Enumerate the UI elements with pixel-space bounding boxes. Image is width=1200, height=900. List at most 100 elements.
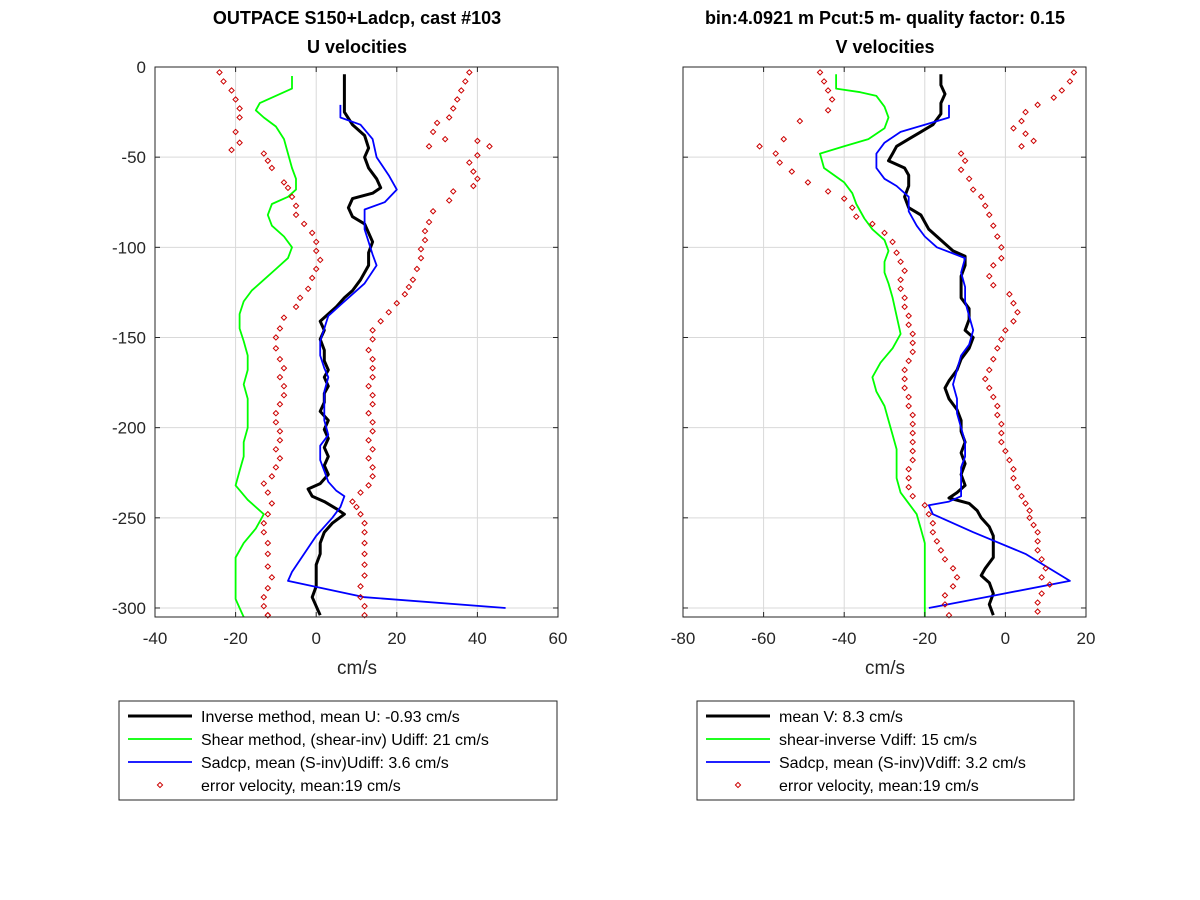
u-error-marker <box>361 539 368 547</box>
v-error-marker <box>1010 125 1017 132</box>
u-error-marker <box>357 510 364 518</box>
v-error-marker <box>994 233 1001 240</box>
u-x-tick-label: 60 <box>549 629 568 648</box>
u-x-tick-label: 0 <box>311 629 320 648</box>
u-error-marker <box>264 584 272 592</box>
u-error-marker <box>312 247 320 255</box>
v-error-marker <box>804 179 812 186</box>
v-legend-entry-1: shear-inverse Vdiff: 15 cm/s <box>779 732 977 749</box>
v-error-marker <box>905 321 912 329</box>
u-error-marker <box>264 489 272 496</box>
v-error-marker <box>820 78 828 85</box>
u-error-marker <box>369 355 376 363</box>
u-error-marker <box>276 355 284 363</box>
v-error-marker <box>909 438 917 446</box>
u-error-marker <box>272 345 280 352</box>
u-error-marker <box>361 519 368 527</box>
v-error-marker <box>957 150 965 157</box>
u-error-marker <box>276 427 284 435</box>
u-series-shear-line <box>234 76 297 618</box>
u-error-marker <box>365 455 372 462</box>
v-error-marker <box>998 429 1005 437</box>
u-error-marker <box>445 197 453 204</box>
v-error-marker <box>994 411 1001 419</box>
u-error-marker <box>264 563 272 570</box>
v-error-marker <box>796 117 804 125</box>
u-error-marker <box>268 574 276 581</box>
v-error-marker <box>897 285 904 293</box>
u-error-marker <box>236 139 243 147</box>
v-error-marker <box>772 150 779 157</box>
u-error-marker <box>304 285 312 293</box>
v-error-marker <box>1022 130 1029 138</box>
u-error-marker <box>280 382 288 390</box>
v-error-marker <box>990 281 997 289</box>
v-error-marker <box>816 69 824 76</box>
v-error-marker <box>893 249 900 257</box>
v-error-marker <box>1006 290 1013 298</box>
v-error-marker <box>990 222 997 229</box>
u-error-marker <box>486 143 493 150</box>
v-error-marker <box>909 429 917 437</box>
u-y-tick-label: -100 <box>112 238 146 257</box>
u-error-marker <box>466 159 473 166</box>
v-error-marker <box>776 159 784 166</box>
u-x-axis-label: cm/s <box>337 658 377 679</box>
v-error-marker <box>1042 565 1050 572</box>
v-error-marker <box>1010 474 1017 482</box>
u-error-marker <box>429 207 437 215</box>
u-error-marker <box>405 283 413 291</box>
v-error-marker <box>985 272 993 280</box>
u-error-marker <box>474 175 481 183</box>
u-error-marker <box>357 593 364 601</box>
u-error-marker <box>268 164 276 172</box>
u-y-tick-label: -50 <box>121 148 146 167</box>
u-error-marker <box>385 308 393 316</box>
v-error-marker <box>1018 117 1025 125</box>
u-error-marker <box>361 561 368 569</box>
u-error-marker <box>470 168 477 175</box>
u-error-marker <box>474 152 481 159</box>
v-error-marker <box>848 204 856 211</box>
u-error-marker <box>357 489 364 496</box>
u-error-marker <box>445 114 453 121</box>
u-error-marker <box>308 229 316 237</box>
u-error-marker <box>272 445 280 453</box>
v-error-marker <box>985 384 993 392</box>
v-error-marker <box>824 87 832 94</box>
v-error-marker <box>1022 500 1029 507</box>
u-legend-entry-0: Inverse method, mean U: -0.93 cm/s <box>201 709 460 726</box>
u-error-marker <box>413 265 421 273</box>
u-error-marker <box>280 314 288 321</box>
v-error-marker <box>921 501 929 509</box>
u-error-marker <box>216 69 223 76</box>
v-x-tick-label: -20 <box>913 629 938 648</box>
u-error-marker <box>361 550 368 558</box>
u-x-axis: -40 -20 0 20 40 60 <box>143 67 568 648</box>
u-series-inverse-line <box>306 74 383 616</box>
v-error-marker <box>1050 94 1058 101</box>
u-error-marker <box>365 346 372 354</box>
v-error-marker <box>937 546 945 554</box>
v-legend-entry-0: mean V: 8.3 cm/s <box>779 709 903 726</box>
v-error-marker <box>909 348 917 356</box>
v-velocity-panel: bin:4.0921 m Pcut:5 m- quality factor: 0… <box>671 8 1095 801</box>
v-error-marker <box>901 294 908 302</box>
v-error-marker <box>981 375 989 383</box>
v-error-marker <box>889 238 896 246</box>
u-axes-box <box>154 66 559 618</box>
v-error-marker <box>828 96 836 103</box>
u-error-marker <box>433 119 441 127</box>
v-series-error-markers <box>756 69 1078 619</box>
v-error-marker <box>941 555 949 563</box>
v-error-marker <box>840 195 848 202</box>
u-error-marker <box>236 105 243 112</box>
u-error-marker <box>449 188 457 195</box>
v-error-marker <box>990 262 997 269</box>
v-error-marker <box>941 592 949 599</box>
v-error-marker <box>961 157 969 165</box>
u-y-tick-label: -150 <box>112 328 146 347</box>
v-error-marker <box>977 193 985 201</box>
u-error-marker <box>369 400 376 408</box>
v-error-marker <box>929 519 937 527</box>
